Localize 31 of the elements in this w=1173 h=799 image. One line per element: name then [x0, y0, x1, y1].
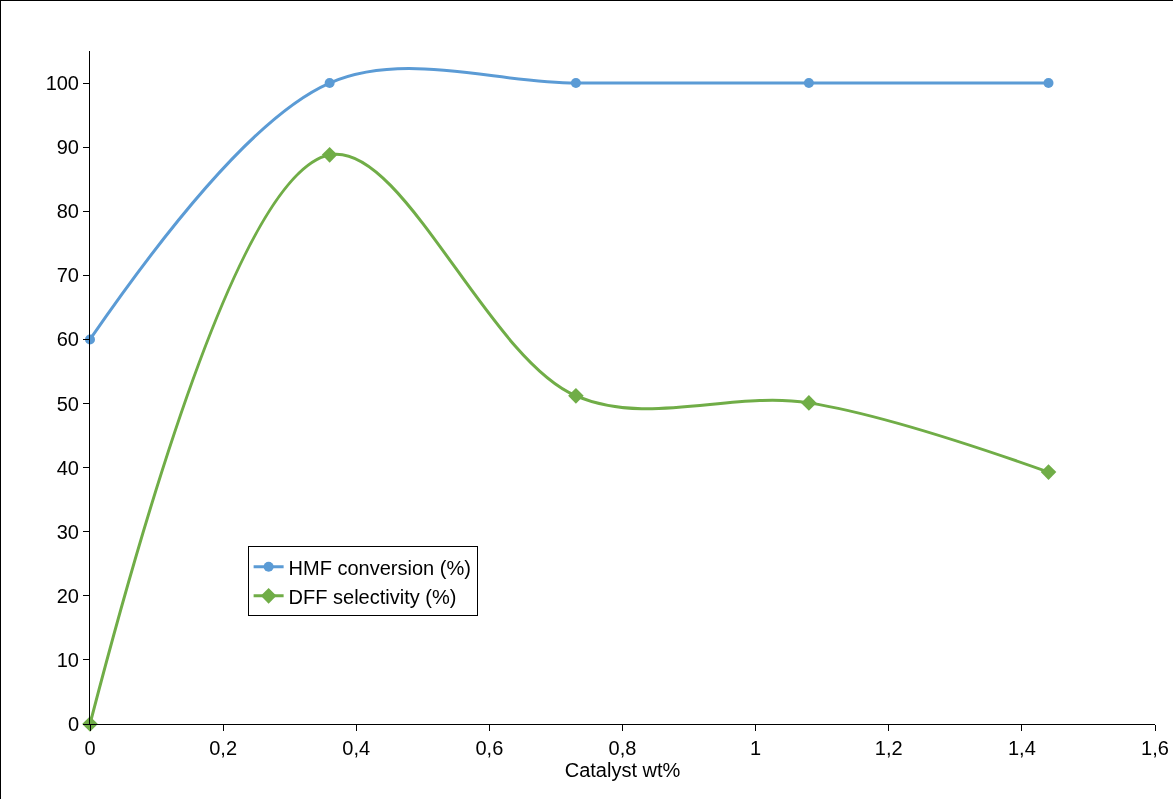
point	[321, 147, 338, 163]
y-tick-label: 0	[67, 713, 79, 735]
x-tick-label: 0,8	[608, 737, 637, 759]
x-tick-label: 1	[750, 737, 762, 759]
x-axis-title: Catalyst wt%	[564, 759, 681, 781]
point	[1043, 78, 1054, 89]
x-tick-label: 0,6	[475, 737, 504, 759]
point	[324, 78, 335, 89]
point	[1040, 464, 1057, 480]
legend-label: DFF selectivity (%)	[288, 585, 457, 608]
y-tick-label: 90	[56, 136, 79, 159]
y-tick-label: 10	[56, 648, 79, 671]
y-tick-label: 30	[56, 520, 79, 543]
x-tick-label: 1,6	[1141, 737, 1169, 759]
x-tick-label: 0,4	[342, 737, 371, 759]
x-tick-label: 0	[84, 737, 96, 759]
y-tick-label: 20	[56, 584, 79, 607]
y-tick-label: 100	[45, 72, 79, 95]
y-tick-label: 60	[56, 328, 79, 351]
y-tick-label: 50	[56, 392, 79, 415]
x-tick-label: 1,2	[874, 737, 903, 759]
point	[568, 388, 584, 404]
y-tick-label: 70	[56, 264, 79, 287]
point	[570, 78, 581, 89]
y-tick-label: 80	[56, 200, 79, 223]
point	[803, 78, 814, 89]
x-tick-label: 1,4	[1007, 737, 1036, 759]
x-tick-label: 0,2	[209, 737, 238, 759]
point	[801, 395, 817, 411]
y-tick-label: 40	[56, 456, 79, 479]
legend-label: HMF conversion (%)	[288, 556, 471, 579]
